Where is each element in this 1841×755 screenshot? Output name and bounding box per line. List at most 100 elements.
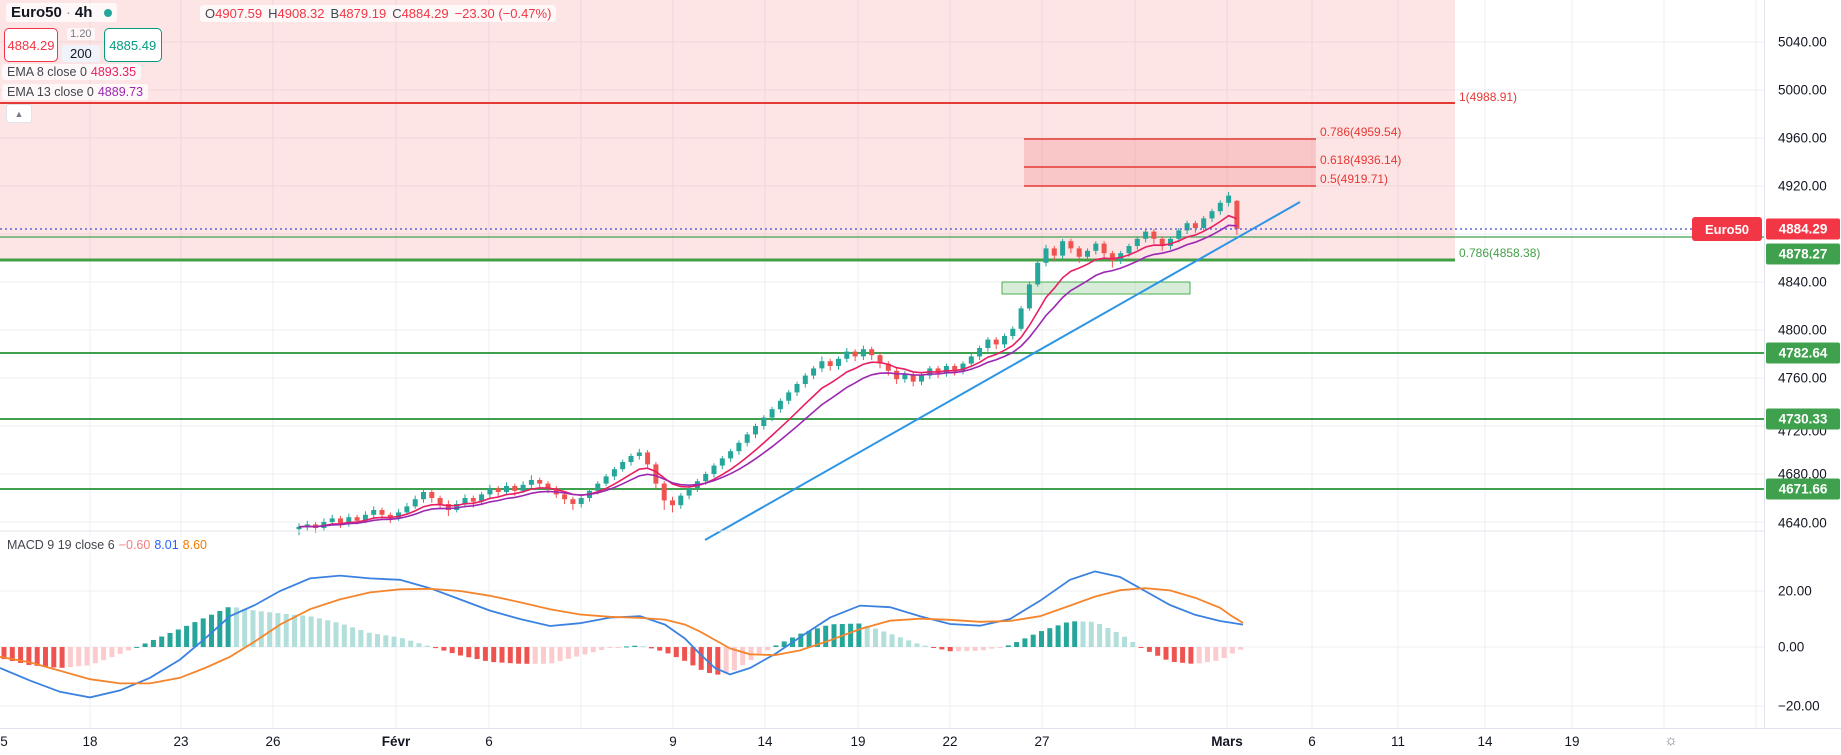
macd-hist-bar — [375, 634, 380, 647]
candle-body — [1093, 243, 1099, 251]
high-value: 4908.32 — [277, 6, 325, 21]
candle-body — [703, 474, 709, 482]
candle-body — [545, 483, 551, 489]
macd-hist-bar — [399, 638, 405, 647]
macd-hist-bar — [101, 647, 107, 661]
macd-hist-bar — [723, 647, 729, 674]
candle-body — [462, 498, 468, 504]
macd-hist-bar — [906, 640, 912, 647]
time-axis-tick: 26 — [265, 734, 281, 749]
macd-hist-bar — [416, 643, 422, 647]
macd-hist-bar — [117, 647, 123, 654]
macd-hist-bar — [1063, 622, 1069, 647]
candle-body — [346, 517, 352, 524]
macd-hist-bar — [1155, 647, 1161, 656]
macd-hist-bar — [1238, 647, 1244, 650]
symbol-price-tag: Euro50 — [1692, 217, 1762, 241]
symbol-row[interactable]: Euro50 · 4h — [6, 3, 118, 22]
candle-body — [919, 375, 924, 382]
macd-hist-bar — [947, 647, 953, 652]
signal-line — [0, 587, 1244, 685]
macd-hist-bar — [200, 618, 206, 647]
macd-hist-bar — [864, 625, 870, 647]
macd-hist-bar — [806, 630, 812, 647]
time-axis-tick: 6 — [485, 734, 493, 749]
candle-body — [296, 526, 302, 530]
candle-body — [520, 484, 526, 491]
candle-body — [437, 498, 443, 504]
symbol-name[interactable]: Euro50 — [11, 4, 62, 21]
candle-body — [354, 517, 360, 521]
macd-hist-bar — [1, 647, 7, 660]
macd-hist-bar — [217, 610, 223, 647]
macd-hist-bar — [267, 612, 273, 647]
indicator-legend-ema8[interactable]: EMA 8 close 0 4893.35 — [2, 64, 142, 80]
macd-hist-bar — [507, 647, 513, 664]
quantity-field[interactable]: 200 — [62, 45, 100, 62]
macd-hist-bar — [242, 608, 248, 647]
candle-body — [487, 488, 493, 495]
macd-hist-bar — [574, 647, 580, 657]
candle-body — [761, 417, 767, 426]
candle-body — [869, 349, 875, 356]
macd-label: MACD 9 19 close 6 — [7, 538, 115, 552]
macd-hist-bar — [873, 628, 878, 647]
fib-box-label: 0.786(4959.54) — [1320, 125, 1401, 139]
macd-hist-bar — [914, 643, 920, 647]
candle-body — [786, 392, 792, 401]
time-axis-tick: Mars — [1211, 734, 1243, 749]
macd-hist-bar — [848, 623, 854, 647]
macd-hist-bar — [341, 624, 347, 647]
candle-body — [495, 488, 501, 492]
candle-body — [628, 456, 634, 462]
candle-body — [844, 351, 850, 359]
candle-body — [404, 506, 410, 513]
candle-body — [338, 518, 343, 524]
buy-button[interactable]: 4885.49 — [103, 28, 162, 62]
time-axis[interactable]: ☼ 5 18 23 26 Févr 6 9 14 19 22 27 Mars 6 11 14 19 — [0, 728, 1841, 755]
time-axis-tick: 19 — [1564, 734, 1580, 749]
macd-hist-bar — [109, 647, 115, 658]
sell-button[interactable]: 4884.29 — [4, 28, 58, 62]
price-tag: 4884.29 — [1766, 218, 1840, 240]
candle-body — [645, 452, 651, 465]
price-axis[interactable]: 5040.00 5000.00 4960.00 4920.00 4840.00 4800.… — [1764, 0, 1841, 728]
macd-hist-bar — [308, 616, 314, 647]
macd-hist-bar — [922, 645, 928, 647]
macd-hist-bar — [798, 633, 804, 647]
candle-body — [504, 486, 509, 492]
open-label: O — [205, 6, 216, 21]
candle-body — [877, 355, 883, 364]
macd-hist-bar — [18, 647, 24, 664]
macd-hist-bar — [300, 615, 306, 647]
macd-line-value: 8.01 — [154, 538, 179, 552]
macd-hist-bar — [1113, 632, 1119, 647]
candle-body — [578, 498, 584, 504]
interval-label[interactable]: 4h — [74, 4, 93, 21]
macd-hist-bar — [1030, 634, 1036, 647]
time-axis-tick: 6 — [1308, 734, 1316, 749]
low-value: 4879.19 — [339, 6, 387, 21]
time-axis-tick: 19 — [850, 734, 866, 749]
macd-hist-bar — [549, 647, 555, 664]
price-axis-tick: 4840.00 — [1778, 274, 1827, 290]
indicator-legend-macd[interactable]: MACD 9 19 close 6 −0.60 8.01 8.60 — [2, 537, 213, 553]
candle-body — [1134, 238, 1140, 246]
collapse-legend-button[interactable]: ▲ — [6, 104, 32, 123]
candle-body — [1010, 328, 1016, 336]
macd-hist-bar — [424, 645, 430, 647]
candle-body — [528, 480, 534, 485]
candle-body — [1051, 248, 1057, 256]
candle-body — [445, 504, 451, 510]
macd-hist-bar — [1205, 647, 1210, 663]
price-axis-tick: 5040.00 — [1778, 34, 1827, 50]
candle-body — [852, 351, 858, 357]
time-axis-tick: 27 — [1034, 734, 1050, 749]
candle-body — [661, 483, 667, 501]
indicator-legend-ema13[interactable]: EMA 13 close 0 4889.73 — [2, 84, 149, 100]
ema8-label: EMA 8 close 0 — [7, 65, 87, 79]
sun-icon[interactable]: ☼ — [1664, 732, 1678, 749]
macd-hist-bar — [142, 643, 148, 647]
candle-body — [952, 366, 958, 371]
